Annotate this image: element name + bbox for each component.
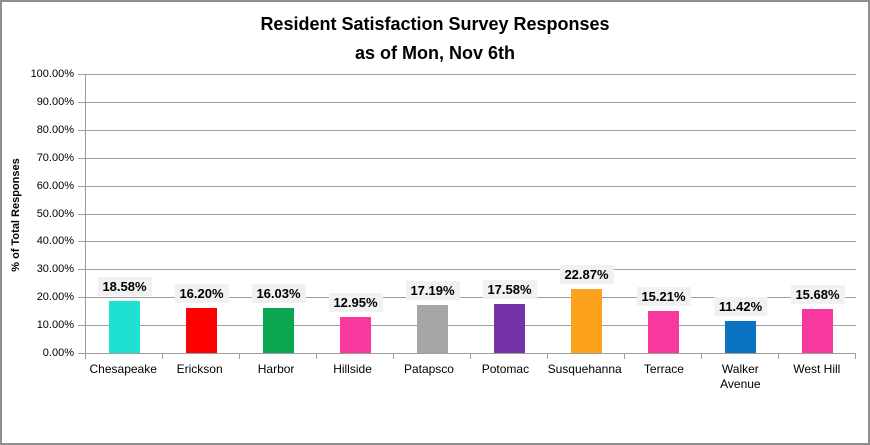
x-axis-label: West Hill [793,362,841,376]
bar-slot: 11.42% [702,74,779,353]
gridline [86,102,856,103]
x-tickmark [239,354,240,359]
y-tickmark [78,186,85,187]
y-tickmark [78,241,85,242]
bar-west-hill [802,309,833,353]
bar-slot: 22.87% [548,74,625,353]
bar-value-label: 17.19% [405,281,460,300]
x-tickmark [85,354,86,359]
bar-potomac [494,304,525,353]
x-axis-label: Hillside [333,362,372,376]
y-tick-label: 80.00% [36,124,74,136]
bar-value-label: 11.42% [713,297,768,316]
y-tick-label: 20.00% [36,291,74,303]
gridline [86,74,856,75]
bar-value-label: 22.87% [559,265,614,284]
gridline [86,241,856,242]
gridline [86,158,856,159]
bar-slot: 17.58% [471,74,548,353]
x-axis-label: Harbor [257,362,295,376]
bar-slot: 15.21% [625,74,702,353]
x-axis-label: Patapsco [403,362,454,376]
x-tickmark [316,354,317,359]
gridlines [86,74,856,353]
bars: 18.58% 16.20% 16.03% 12.95% 17.19% 17.58% 22.8… [86,74,856,353]
x-axis-label: Walker Avenue [720,362,761,391]
bar-value-label: 16.20% [174,284,229,303]
y-tick-label: 30.00% [36,263,74,275]
x-tickmark [624,354,625,359]
bar-slot: 17.19% [394,74,471,353]
x-tickmark [547,354,548,359]
plot-area: 18.58% 16.20% 16.03% 12.95% 17.19% 17.58% 22.8… [85,74,856,354]
y-tick-label: 10.00% [36,319,74,331]
x-tickmark [778,354,779,359]
gridline [86,325,856,326]
bar-value-label: 16.03% [251,284,306,303]
y-tickmark [78,102,85,103]
y-tick-label: 0.00% [42,347,74,359]
x-tickmark [855,354,856,359]
x-axis-label: Potomac [481,362,530,376]
y-tick-label: 50.00% [36,208,74,220]
x-axis-label: Terrace [643,362,684,376]
bar-susquehanna [571,289,602,353]
y-tick-label: 90.00% [36,96,74,108]
bar-erickson [186,308,217,353]
bar-slot: 15.68% [779,74,856,353]
bar-value-label: 12.95% [328,293,383,312]
y-tickmark [78,325,85,326]
bar-slot: 12.95% [317,74,394,353]
x-axis-label: Chesapeake [89,362,157,376]
chart-title-line2: as of Mon, Nov 6th [354,43,515,63]
bar-harbor [263,308,294,353]
chart-title-line1: Resident Satisfaction Survey Responses [260,14,610,34]
y-tickmark [78,353,85,354]
y-tick-label: 40.00% [36,235,74,247]
bar-slot: 16.03% [240,74,317,353]
x-axis-labels: Chesapeake Erickson Harbor Hillside Patapsco… [85,362,855,392]
gridline [86,297,856,298]
bar-value-label: 15.68% [790,285,845,304]
x-tickmark [162,354,163,359]
bar-hillside [340,317,371,353]
bar-value-label: 17.58% [482,280,537,299]
y-tickmark [78,158,85,159]
bar-value-label: 18.58% [97,277,152,296]
bar-chesapeake [109,301,140,353]
bar-walker-avenue [725,321,756,353]
gridline [86,130,856,131]
y-tick-label: 70.00% [36,152,74,164]
bar-slot: 18.58% [86,74,163,353]
bar-terrace [648,311,679,353]
bar-value-label: 15.21% [636,287,691,306]
x-tickmark [701,354,702,359]
gridline [86,269,856,270]
y-tickmark [78,214,85,215]
y-tickmark [78,130,85,131]
chart-title: Resident Satisfaction Survey Responses a… [2,10,868,68]
gridline [86,186,856,187]
y-tickmark [78,297,85,298]
y-tick-label: 60.00% [36,180,74,192]
y-tickmark [78,269,85,270]
x-axis-label: Erickson [176,362,223,376]
gridline [86,214,856,215]
x-axis-label: Susquehanna [547,362,622,376]
x-tickmark [470,354,471,359]
y-tickmark [78,74,85,75]
bar-patapsco [417,305,448,353]
y-tick-label: 100.00% [30,68,74,80]
x-tickmark [393,354,394,359]
bar-slot: 16.20% [163,74,240,353]
